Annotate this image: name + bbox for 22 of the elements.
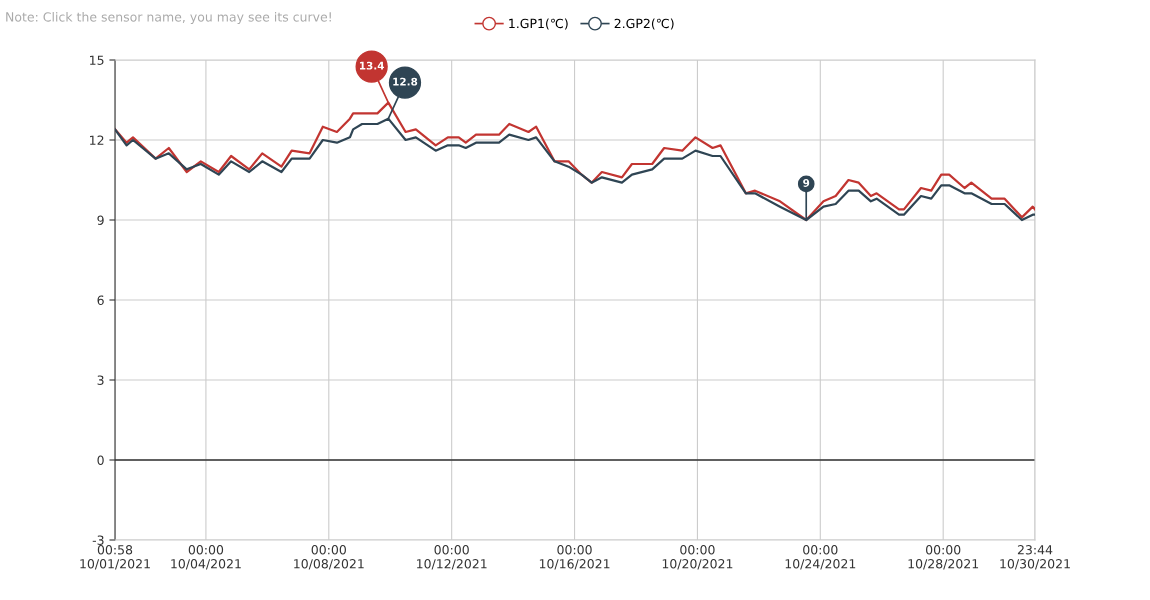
x-tick-label: 00:58 10/01/2021	[80, 545, 150, 570]
legend-label: 1.GP1(℃)	[509, 18, 568, 30]
x-tick-label: 00:00 10/04/2021	[171, 545, 241, 570]
x-tick-label: 00:00 10/16/2021	[539, 545, 610, 570]
annotation: 9	[803, 179, 810, 187]
y-tick-label: -3	[92, 535, 104, 545]
x-tick-label: 00:00 10/12/2021	[417, 545, 487, 570]
y-tick-label: 0	[97, 455, 104, 465]
y-tick-label: 12	[90, 135, 104, 145]
x-tick-label: 00:00 10/20/2021	[662, 545, 733, 570]
text: Note: Click the sensor name, you may see its curve!	[6, 11, 331, 25]
x-tick-label: 00:00 10/24/2021	[785, 545, 856, 570]
y-tick-label: 9	[97, 215, 104, 225]
annotation: 12.8	[393, 77, 418, 86]
x-tick-label: 00:00 10/28/2021	[908, 545, 979, 570]
y-tick-label: 3	[97, 375, 104, 385]
y-tick-label: 15	[90, 55, 104, 65]
legend-label: 2.GP2(℃)	[614, 18, 674, 30]
annotation: 13.4	[359, 61, 385, 70]
y-tick-label: 6	[97, 295, 104, 305]
x-tick-label: 00:00 10/08/2021	[294, 545, 364, 570]
x-tick-label: 23:44 10/30/2021	[1000, 545, 1070, 570]
